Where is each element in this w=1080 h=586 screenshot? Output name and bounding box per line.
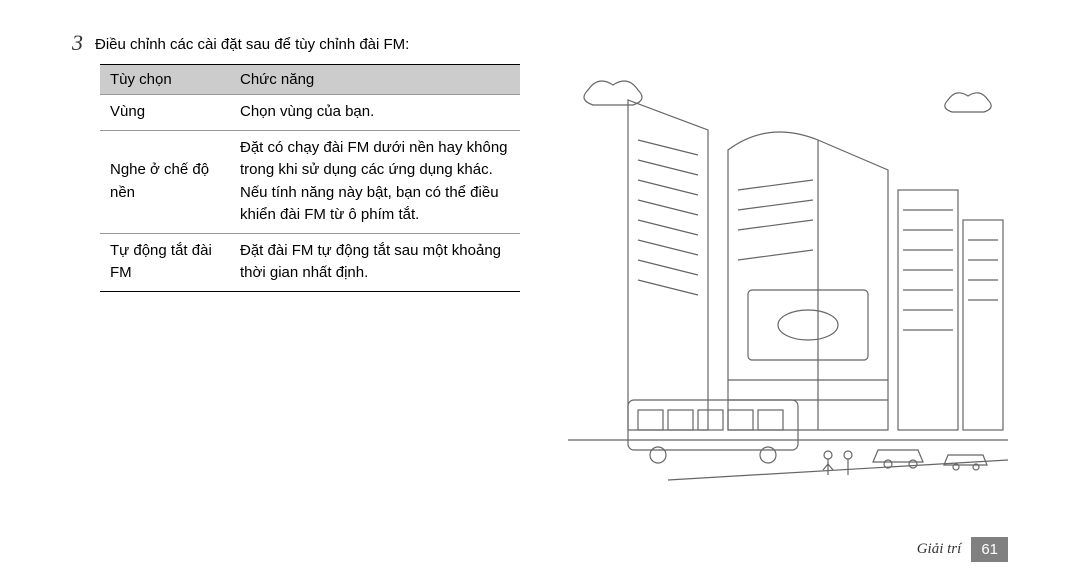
table-row: Vùng Chọn vùng của bạn. — [100, 95, 520, 131]
table-header-row: Tùy chọn Chức năng — [100, 65, 520, 95]
left-column: 3 Điều chỉnh các cài đặt sau để tùy chỉn… — [72, 30, 512, 292]
footer: Giải trí 61 — [917, 537, 1008, 562]
cell-function: Đặt có chạy đài FM dưới nền hay không tr… — [230, 130, 520, 233]
city-illustration — [568, 60, 1008, 490]
footer-section-label: Giải trí — [917, 541, 962, 558]
step-text: Điều chỉnh các cài đặt sau để tùy chỉnh … — [95, 30, 409, 55]
cell-option: Vùng — [100, 95, 230, 131]
cell-option: Nghe ở chế độ nền — [100, 130, 230, 233]
cell-function: Chọn vùng của bạn. — [230, 95, 520, 131]
settings-table: Tùy chọn Chức năng Vùng Chọn vùng của bạ… — [100, 64, 520, 292]
cityscape-svg — [568, 60, 1008, 490]
table-row: Tự động tắt đài FM Đặt đài FM tự động tắ… — [100, 233, 520, 291]
page-number: 61 — [971, 537, 1008, 562]
step-number: 3 — [72, 30, 83, 56]
table-row: Nghe ở chế độ nền Đặt có chạy đài FM dướ… — [100, 130, 520, 233]
header-function: Chức năng — [230, 65, 520, 95]
cell-option: Tự động tắt đài FM — [100, 233, 230, 291]
cell-function: Đặt đài FM tự động tắt sau một khoảng th… — [230, 233, 520, 291]
header-option: Tùy chọn — [100, 65, 230, 95]
step-row: 3 Điều chỉnh các cài đặt sau để tùy chỉn… — [72, 30, 512, 56]
page-container: 3 Điều chỉnh các cài đặt sau để tùy chỉn… — [0, 0, 1080, 586]
